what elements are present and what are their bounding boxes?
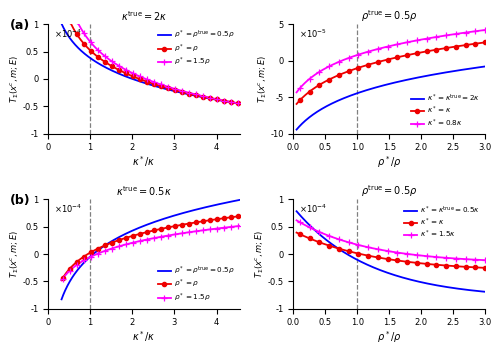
X-axis label: $\kappa^*/\kappa$: $\kappa^*/\kappa$: [132, 329, 156, 344]
Text: (b): (b): [10, 194, 30, 207]
Y-axis label: $T_\Sigma(x^c, m; E)$: $T_\Sigma(x^c, m; E)$: [8, 230, 21, 278]
Text: $\times 10^{-4}$: $\times 10^{-4}$: [54, 203, 82, 215]
Legend: $\kappa^* = \kappa^\mathrm{true} = 2\kappa$, $\kappa^* = \kappa$, $\kappa^* = 0.: $\kappa^* = \kappa^\mathrm{true} = 2\kap…: [410, 91, 482, 130]
Title: $\kappa^\mathrm{true} = 0.5\kappa$: $\kappa^\mathrm{true} = 0.5\kappa$: [116, 185, 172, 198]
Legend: $\rho^* = \rho^\mathrm{true} = 0.5\rho$, $\rho^* = \rho$, $\rho^* = 1.5\rho$: $\rho^* = \rho^\mathrm{true} = 0.5\rho$,…: [156, 28, 236, 70]
Text: $\times 10^{-4}$: $\times 10^{-4}$: [299, 203, 327, 215]
X-axis label: $\rho^*/\rho$: $\rho^*/\rho$: [377, 329, 402, 345]
Title: $\kappa^\mathrm{true} = 2\kappa$: $\kappa^\mathrm{true} = 2\kappa$: [120, 10, 167, 23]
Title: $\rho^\mathrm{true} = 0.5\rho$: $\rho^\mathrm{true} = 0.5\rho$: [361, 184, 418, 199]
Title: $\rho^\mathrm{true} = 0.5\rho$: $\rho^\mathrm{true} = 0.5\rho$: [361, 8, 418, 24]
Text: $\times 10^{-4}$: $\times 10^{-4}$: [54, 28, 82, 40]
Y-axis label: $T_\Sigma(x^c, m; E)$: $T_\Sigma(x^c, m; E)$: [254, 230, 266, 278]
X-axis label: $\kappa^*/\kappa$: $\kappa^*/\kappa$: [132, 154, 156, 168]
Text: $\times 10^{-5}$: $\times 10^{-5}$: [299, 28, 327, 40]
Legend: $\rho^* = \rho^\mathrm{true} = 0.5\rho$, $\rho^* = \rho$, $\rho^* = 1.5\rho$: $\rho^* = \rho^\mathrm{true} = 0.5\rho$,…: [156, 263, 236, 305]
X-axis label: $\rho^*/\rho$: $\rho^*/\rho$: [377, 154, 402, 169]
Legend: $\kappa^* = \kappa^\mathrm{true} = 0.5\kappa$, $\kappa^* = \kappa$, $\kappa^* = : $\kappa^* = \kappa^\mathrm{true} = 0.5\k…: [402, 203, 481, 242]
Y-axis label: $T_\Sigma(x^c, m; E)$: $T_\Sigma(x^c, m; E)$: [8, 55, 21, 103]
Text: (a): (a): [10, 19, 30, 32]
Y-axis label: $T_\Sigma(x^c, m; E)$: $T_\Sigma(x^c, m; E)$: [256, 55, 269, 103]
